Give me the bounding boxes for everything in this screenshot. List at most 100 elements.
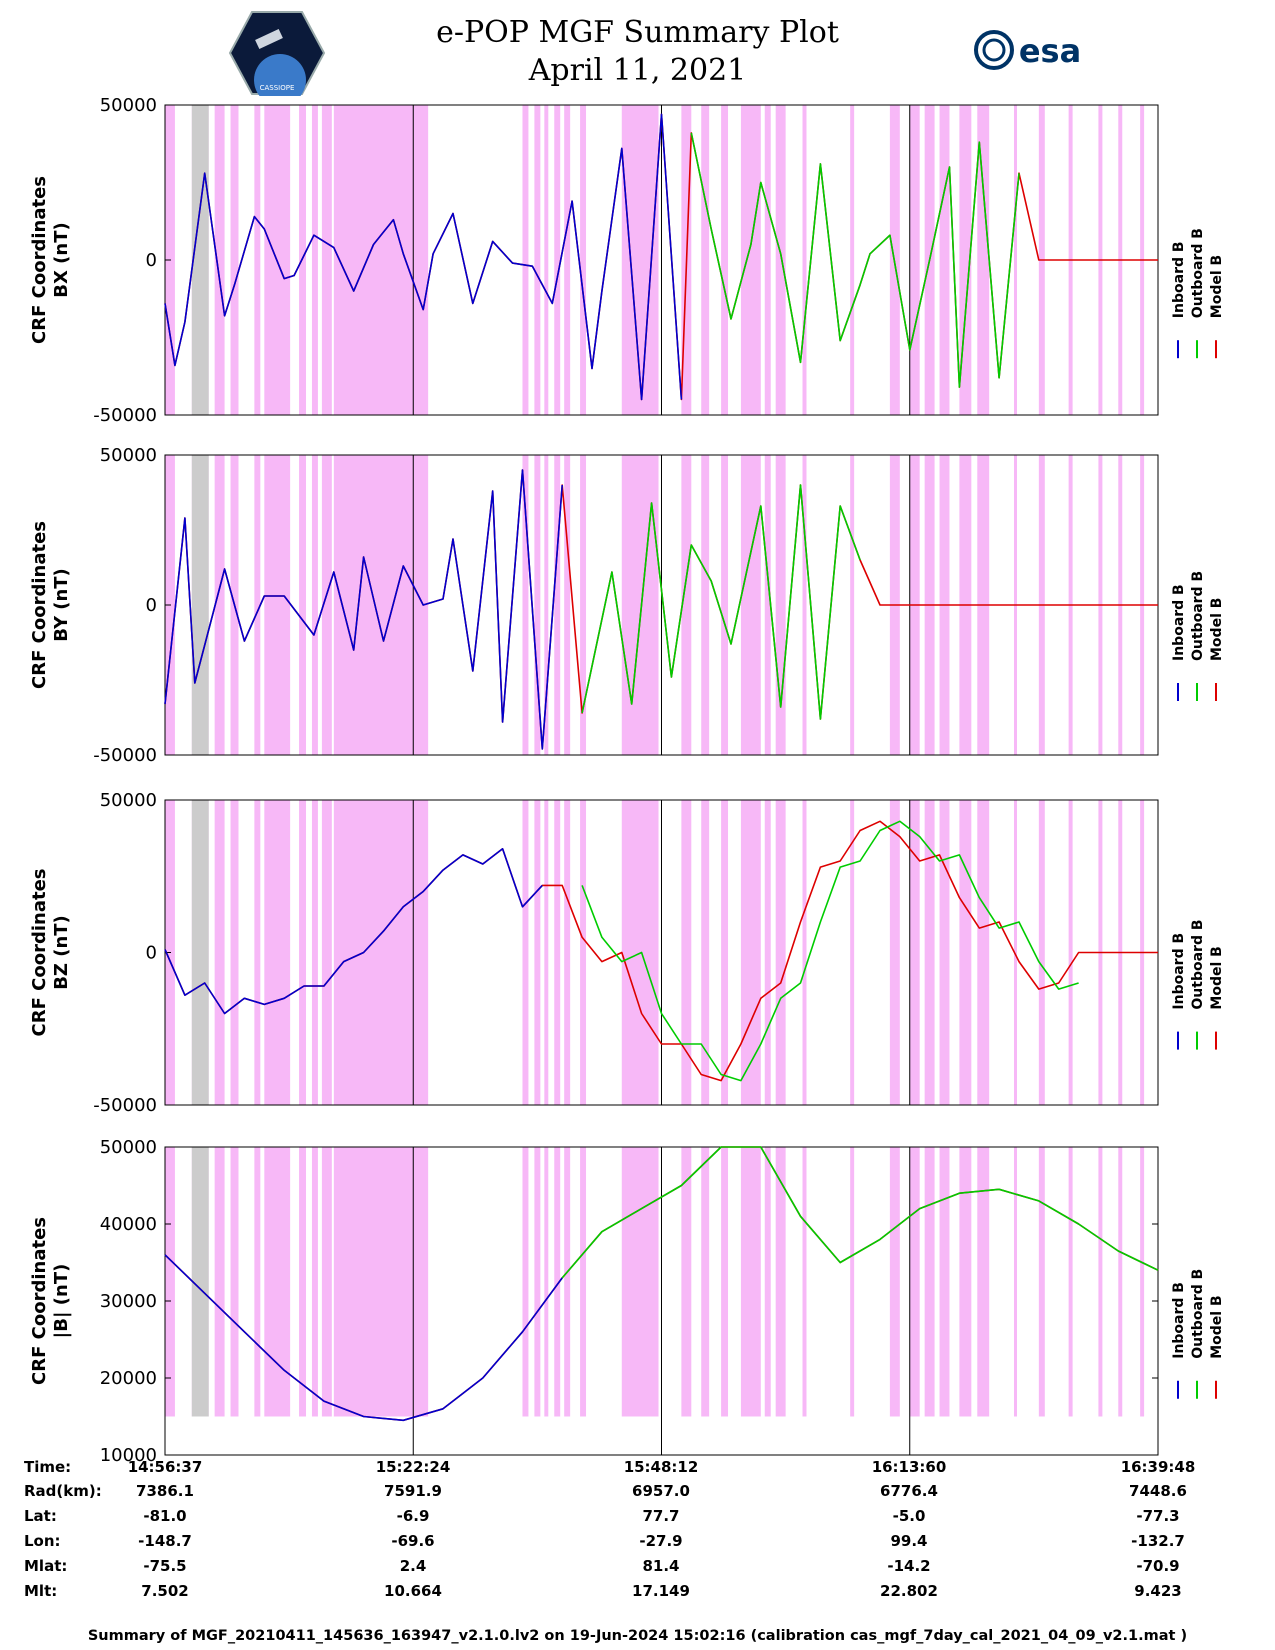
info-value: 6957.0 [632,1482,690,1500]
info-value: 16:13:60 [871,1458,947,1476]
shade-band [534,800,541,1105]
shade-band [299,800,307,1105]
shade-band [554,105,561,415]
shade-band [230,105,239,415]
shade-band [534,455,541,755]
shade-band [230,800,239,1105]
shade-band [214,105,225,415]
info-value: 14:56:37 [127,1458,203,1476]
shade-band [909,105,920,415]
shade-band [1068,800,1073,1105]
y-tick-label: 50000 [100,445,157,466]
shade-band [924,800,935,1105]
info-value: 9.423 [1134,1582,1182,1600]
shade-band [554,455,561,755]
shade-band [802,455,807,755]
shade-band [1118,1147,1123,1417]
shade-band [522,455,529,755]
legend-label-model: Model B [1209,255,1225,318]
shade-band [909,800,920,1105]
shade-band [254,1147,261,1417]
shade-band [621,1147,659,1417]
shade-band [333,1147,429,1417]
shade-band [264,800,291,1105]
info-value: 15:22:24 [375,1458,451,1476]
info-row: Rad(km): 7386.1 7591.9 6957.0 6776.4 7448.6 [0,1482,1275,1506]
shade-band [1098,1147,1103,1417]
legend-label-model: Model B [1209,1295,1225,1358]
cassiope-logo-text: CASSIOPE [260,84,295,92]
shade-band [544,800,549,1105]
shade-band [959,105,972,415]
info-value: -148.7 [138,1532,192,1550]
gray-band [191,455,209,755]
shade-band [214,800,225,1105]
shade-band [580,455,587,755]
shade-band [544,105,549,415]
info-label: Lat: [24,1507,57,1525]
shade-band [701,800,710,1105]
shade-band [939,105,950,415]
shade-band [1038,1147,1045,1417]
shade-band [775,105,786,415]
shade-band [889,800,900,1105]
info-value: -70.9 [1136,1557,1180,1575]
y-axis-label-line-1: CRF Coordinates [29,521,50,689]
panel-2: 50000 0 -50000 CRF CoordinatesBY (nT) Inboar… [29,445,1225,766]
shade-band [1038,800,1045,1105]
shade-band [311,105,318,415]
shade-band [621,455,659,755]
shade-band [681,800,692,1105]
info-value: 7.502 [141,1582,189,1600]
legend-label-inboard: Inboard B [1171,584,1187,661]
y-tick-label: 0 [146,250,157,271]
shade-band [977,105,990,415]
cassiope-logo: CASSIOPE [228,11,326,96]
shade-band [333,105,429,415]
shade-band [554,800,561,1105]
info-value: 7386.1 [136,1482,194,1500]
shade-band [321,105,332,415]
shade-band [254,800,261,1105]
legend-label-inboard: Inboard B [1171,933,1187,1010]
y-axis-label: CRF CoordinatesBX (nT) [29,176,72,344]
shade-band [264,455,291,755]
gray-band [191,800,209,1105]
shade-band [764,800,771,1105]
shade-band [740,105,761,415]
gray-band [191,105,209,415]
esa-logo-text: esa [1019,32,1081,70]
shade-band [299,1147,307,1417]
info-label: Mlat: [24,1557,68,1575]
info-value: -27.9 [639,1532,683,1550]
info-label: Mlt: [24,1582,58,1600]
shade-band [977,800,990,1105]
shade-band [959,800,972,1105]
y-tick-label: 0 [146,595,157,616]
y-tick-label: 0 [146,943,157,964]
y-axis-label: CRF Coordinates|B| (nT) [29,1217,72,1385]
y-axis-label-line-1: CRF Coordinates [29,869,50,1037]
shade-band [740,800,761,1105]
shade-band [701,105,710,415]
shade-band [321,800,332,1105]
y-axis-label-line-2: BY (nT) [51,568,72,642]
shade-band [544,455,549,755]
y-tick-label: -50000 [93,745,157,766]
shade-band [311,1147,318,1417]
legend-label-outboard: Outboard B [1190,1269,1206,1359]
shade-band [621,105,659,415]
info-value: 22.802 [880,1582,938,1600]
title-line-2: April 11, 2021 [528,53,747,88]
y-tick-label: 10000 [100,1445,157,1466]
info-row: Mlt: 7.502 10.664 17.149 22.802 9.423 [0,1582,1275,1606]
y-axis-label-line-1: CRF Coordinates [29,176,50,344]
panel-1: 50000 0 -50000 CRF CoordinatesBX (nT) Inboar… [29,95,1225,426]
shade-band [802,1147,807,1417]
shade-band [701,455,710,755]
y-tick-label: 40000 [100,1214,157,1235]
info-value: -6.9 [396,1507,430,1525]
info-value: 15:48:12 [623,1458,699,1476]
shade-band [254,455,261,755]
shade-band [564,1147,571,1417]
